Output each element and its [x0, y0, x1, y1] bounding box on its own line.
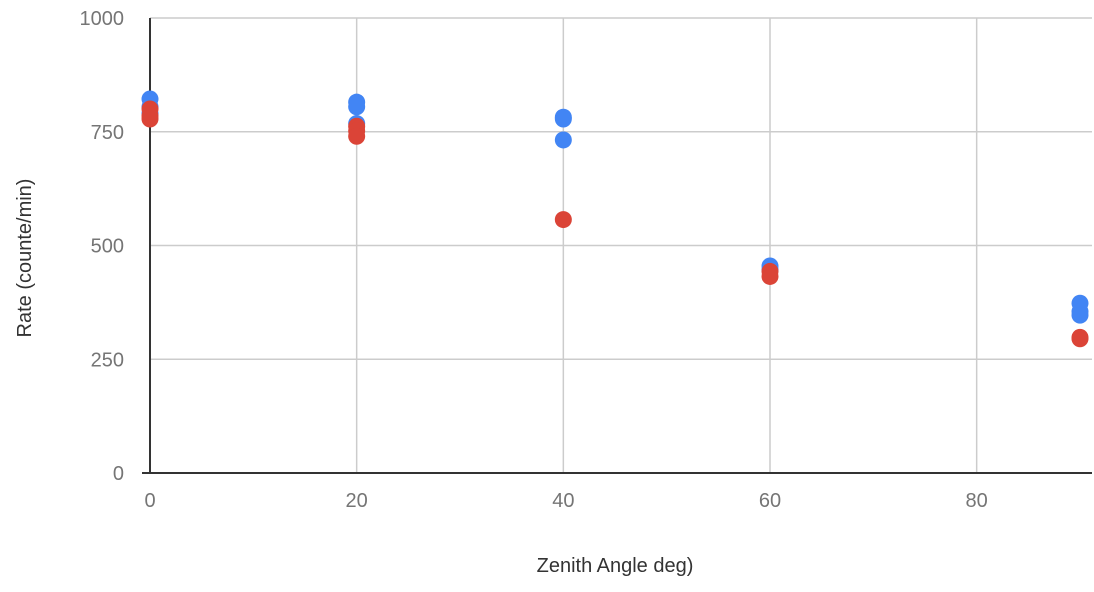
red-data-point: [348, 127, 366, 145]
y-tick-label: 250: [91, 349, 124, 371]
data-points: [141, 90, 1089, 348]
blue-data-point: [1071, 306, 1089, 324]
blue-data-point: [348, 98, 366, 116]
red-data-point: [554, 211, 572, 229]
red-data-point: [141, 110, 159, 128]
x-tick-label: 20: [346, 490, 368, 512]
y-tick-label: 0: [113, 463, 124, 485]
x-axis-title: Zenith Angle deg): [537, 555, 694, 577]
y-tick-label: 1000: [80, 8, 125, 30]
y-tick-label: 750: [91, 122, 124, 144]
x-tick-label: 80: [966, 490, 988, 512]
x-tick-labels: 0 20 40 60 80: [144, 490, 987, 512]
x-tick-label: 0: [144, 490, 155, 512]
blue-data-point: [554, 131, 572, 149]
x-tick-label: 60: [759, 490, 781, 512]
grid-lines: [150, 17, 1092, 473]
y-axis-title: Rate (counte/min): [14, 179, 36, 338]
x-tick-label: 40: [552, 490, 574, 512]
y-tick-label: 500: [91, 236, 124, 258]
red-data-point: [1071, 330, 1089, 348]
blue-data-point: [554, 110, 572, 128]
y-tick-labels: 0 250 500 750 1000: [80, 8, 125, 485]
red-data-point: [761, 267, 779, 285]
